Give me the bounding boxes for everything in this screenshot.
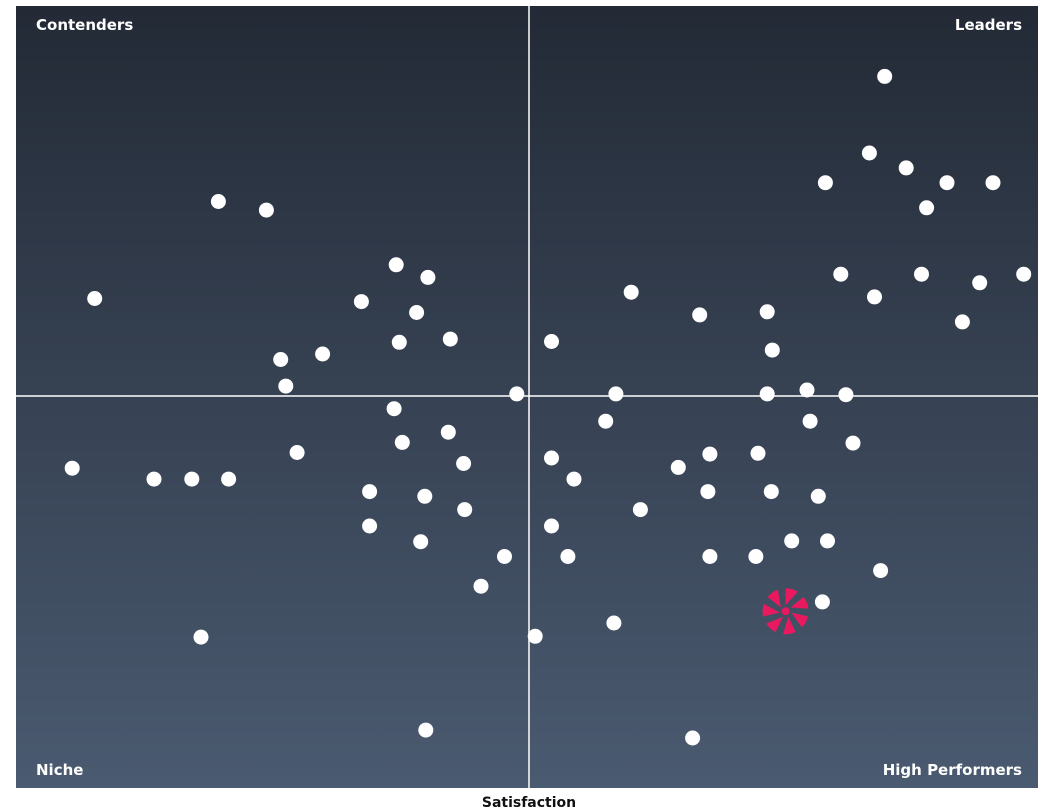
- data-point-36[interactable]: [386, 401, 402, 417]
- data-point-10[interactable]: [1016, 266, 1032, 282]
- data-point-20[interactable]: [210, 194, 226, 209]
- data-point-25[interactable]: [409, 305, 425, 320]
- data-point-2[interactable]: [861, 145, 877, 161]
- data-point-60[interactable]: [362, 518, 378, 534]
- data-point-55[interactable]: [763, 484, 779, 500]
- data-point-16[interactable]: [759, 304, 775, 320]
- data-point-61[interactable]: [544, 518, 559, 534]
- points-layer: [64, 68, 1032, 746]
- data-point-51[interactable]: [221, 471, 237, 487]
- data-point-15[interactable]: [692, 307, 708, 323]
- data-point-12[interactable]: [867, 289, 882, 305]
- data-point-4[interactable]: [817, 175, 833, 191]
- data-point-44[interactable]: [750, 445, 766, 461]
- data-point-39[interactable]: [440, 424, 456, 440]
- data-point-14[interactable]: [623, 284, 639, 300]
- data-point-11[interactable]: [972, 275, 988, 291]
- data-point-32[interactable]: [608, 386, 624, 402]
- data-point-23[interactable]: [420, 269, 436, 285]
- data-point-26[interactable]: [442, 331, 458, 347]
- data-point-38[interactable]: [802, 413, 818, 429]
- data-point-54[interactable]: [700, 484, 716, 500]
- data-point-46[interactable]: [456, 456, 472, 471]
- data-point-72[interactable]: [606, 615, 622, 631]
- data-point-40[interactable]: [394, 434, 410, 450]
- data-point-34[interactable]: [799, 382, 815, 398]
- data-point-75[interactable]: [418, 722, 434, 738]
- data-point-31[interactable]: [509, 386, 525, 402]
- data-point-42[interactable]: [289, 445, 305, 460]
- data-point-13[interactable]: [954, 314, 970, 330]
- data-point-24[interactable]: [353, 294, 369, 310]
- quadrant-label-contenders: Contenders: [36, 16, 133, 34]
- data-point-35[interactable]: [838, 387, 854, 403]
- data-point-43[interactable]: [702, 446, 718, 462]
- data-point-64[interactable]: [820, 533, 835, 549]
- data-point-76[interactable]: [685, 730, 701, 746]
- data-point-21[interactable]: [258, 202, 274, 218]
- data-point-69[interactable]: [873, 563, 889, 579]
- data-point-71[interactable]: [814, 594, 830, 610]
- data-point-18[interactable]: [764, 342, 780, 358]
- pinwheel-logo-icon: [762, 588, 809, 635]
- data-point-73[interactable]: [193, 629, 209, 645]
- data-point-33[interactable]: [759, 386, 775, 402]
- data-point-53[interactable]: [362, 484, 378, 500]
- data-point-45[interactable]: [544, 450, 559, 466]
- data-point-30[interactable]: [278, 378, 294, 394]
- data-point-50[interactable]: [184, 471, 200, 487]
- data-point-19[interactable]: [87, 291, 103, 306]
- data-point-37[interactable]: [598, 413, 614, 429]
- data-point-57[interactable]: [810, 488, 826, 504]
- data-point-9[interactable]: [914, 266, 929, 282]
- plot-background: [16, 6, 1038, 788]
- data-point-67[interactable]: [702, 549, 718, 564]
- quadrant-label-high-performers: High Performers: [883, 761, 1022, 779]
- data-point-5[interactable]: [939, 175, 955, 191]
- data-point-8[interactable]: [833, 266, 849, 282]
- data-point-56[interactable]: [417, 488, 433, 504]
- data-point-1[interactable]: [877, 68, 893, 84]
- data-point-70[interactable]: [473, 578, 489, 594]
- data-point-49[interactable]: [146, 471, 162, 487]
- x-axis-label: Satisfaction: [482, 795, 576, 811]
- highlight-marker[interactable]: [762, 588, 809, 635]
- data-point-29[interactable]: [273, 352, 289, 367]
- data-point-17[interactable]: [544, 334, 559, 349]
- data-point-74[interactable]: [527, 628, 543, 644]
- data-point-6[interactable]: [985, 175, 1001, 191]
- data-point-65[interactable]: [497, 549, 512, 564]
- data-point-62[interactable]: [413, 534, 429, 550]
- data-point-28[interactable]: [315, 346, 331, 362]
- data-point-48[interactable]: [64, 460, 80, 476]
- data-point-52[interactable]: [566, 471, 582, 487]
- data-point-47[interactable]: [670, 459, 686, 475]
- quadrant-label-niche: Niche: [36, 761, 83, 779]
- data-point-3[interactable]: [898, 160, 914, 176]
- data-point-63[interactable]: [784, 533, 800, 549]
- data-point-58[interactable]: [457, 502, 473, 518]
- data-point-68[interactable]: [748, 549, 764, 564]
- data-point-27[interactable]: [391, 334, 407, 350]
- data-point-66[interactable]: [560, 549, 576, 564]
- data-point-41[interactable]: [845, 435, 861, 451]
- data-point-59[interactable]: [632, 502, 648, 518]
- data-point-22[interactable]: [388, 257, 404, 273]
- quadrant-label-leaders: Leaders: [955, 16, 1022, 34]
- data-point-7[interactable]: [919, 200, 935, 216]
